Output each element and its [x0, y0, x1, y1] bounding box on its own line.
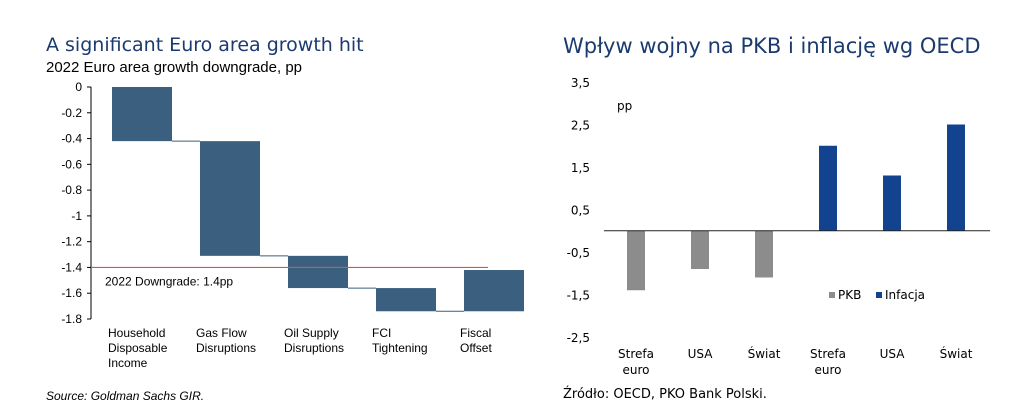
y-tick-label: -0.6: [61, 157, 82, 171]
y-tick-label: -2,5: [567, 331, 590, 345]
right-chart-title: Wpływ wojny na PKB i inflację wg OECD: [563, 34, 981, 58]
pkb-bar: [755, 230, 773, 278]
pkb-bar: [627, 230, 645, 291]
right-chart-source: Źródło: OECD, PKO Bank Polski.: [563, 387, 767, 402]
x-tick-label: Fiscal Offset: [460, 326, 492, 355]
x-tick-label: Świat: [748, 346, 781, 361]
x-tick-label: Household Disposable Income: [108, 326, 168, 370]
reference-line-label: 2022 Downgrade: 1.4pp: [105, 274, 233, 288]
y-tick-label: 1,5: [571, 161, 590, 175]
reference-label-bg: [102, 272, 282, 290]
left-chart-title: A significant Euro area growth hit: [46, 34, 364, 56]
y-tick-label: -0,5: [567, 246, 590, 260]
legend-swatch-pkb: [829, 292, 835, 298]
x-tick-label: USA: [880, 347, 906, 361]
y-tick-label: -1.2: [61, 235, 82, 249]
x-tick-label: Gas Flow Disruptions: [196, 326, 256, 355]
y-tick-label: 2,5: [571, 119, 590, 133]
y-tick-label: -0.4: [61, 132, 82, 146]
inflation-bar: [883, 175, 901, 231]
waterfall-bar: [376, 288, 436, 312]
legend-swatch-inflation: [876, 292, 882, 298]
y-tick-label: -0.2: [61, 106, 82, 120]
y-tick-label: -1,5: [567, 289, 590, 303]
y-tick-label: -0.8: [61, 183, 82, 197]
y-tick-label: -1: [71, 209, 82, 223]
x-tick-label: Oil Supply Disruptions: [284, 326, 344, 355]
waterfall-bar: [112, 87, 172, 142]
y-tick-label: -1.8: [61, 312, 82, 326]
y-tick-label: 0: [75, 80, 82, 94]
x-tick-label: FCI Tightening: [372, 326, 428, 355]
inflation-bar: [947, 124, 965, 231]
y-tick-label: 3,5: [571, 76, 590, 90]
y-tick-label: -1.4: [61, 260, 82, 274]
x-tick-label: Strefa euro: [618, 347, 654, 377]
waterfall-bar: [464, 270, 524, 312]
left-chart-source: Source: Goldman Sachs GIR.: [46, 389, 205, 403]
x-tick-label: Świat: [940, 346, 973, 361]
y-tick-label: 0,5: [571, 204, 590, 218]
waterfall-bar: [288, 255, 348, 289]
legend-label-pkb: PKB: [838, 288, 861, 302]
y-axis-unit-label: pp: [617, 99, 632, 113]
x-tick-label: USA: [688, 347, 714, 361]
y-tick-label: -1.6: [61, 286, 82, 300]
inflation-bar: [819, 145, 837, 231]
waterfall-bar: [200, 141, 260, 256]
pkb-bar: [691, 230, 709, 269]
x-tick-label: Strefa euro: [810, 347, 846, 377]
legend-label-inflation: Infacja: [885, 288, 925, 302]
left-chart-subtitle: 2022 Euro area growth downgrade, pp: [46, 59, 303, 76]
